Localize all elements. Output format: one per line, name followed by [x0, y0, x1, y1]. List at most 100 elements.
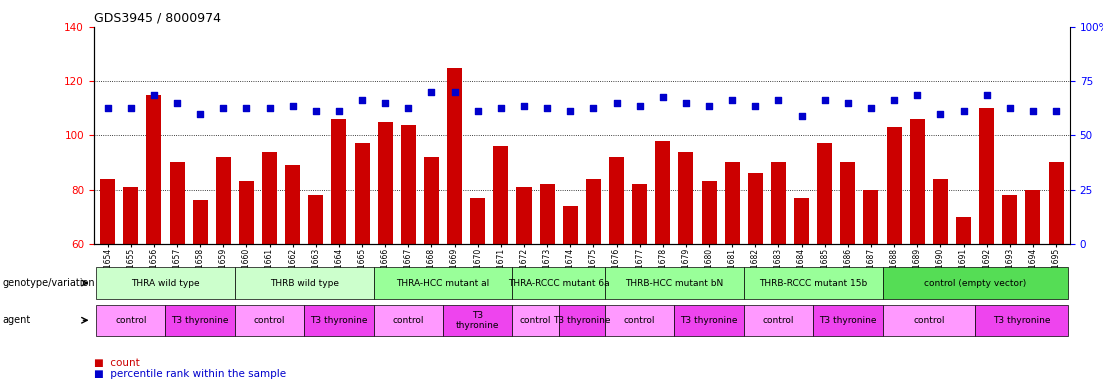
- Point: [168, 100, 185, 106]
- Bar: [864, 190, 878, 244]
- Text: THRA wild type: THRA wild type: [131, 278, 200, 288]
- Point: [492, 105, 510, 111]
- Point: [330, 108, 347, 114]
- Text: T3 thyronine: T3 thyronine: [553, 316, 611, 325]
- Point: [422, 89, 440, 95]
- Point: [700, 103, 718, 109]
- Bar: [493, 146, 508, 244]
- Text: THRB-RCCC mutant 15b: THRB-RCCC mutant 15b: [759, 278, 867, 288]
- Point: [816, 97, 834, 103]
- Point: [608, 100, 625, 106]
- Bar: [516, 187, 532, 244]
- Bar: [702, 182, 717, 244]
- Bar: [563, 206, 578, 244]
- Point: [214, 105, 232, 111]
- Text: control: control: [913, 316, 944, 325]
- Text: T3 thyronine: T3 thyronine: [681, 316, 738, 325]
- Bar: [910, 119, 924, 244]
- Bar: [748, 173, 763, 244]
- Bar: [124, 187, 138, 244]
- Point: [237, 105, 255, 111]
- Bar: [887, 127, 901, 244]
- Bar: [678, 152, 694, 244]
- Point: [469, 108, 486, 114]
- Bar: [1003, 195, 1017, 244]
- Bar: [1049, 162, 1063, 244]
- Text: T3 thyronine: T3 thyronine: [993, 316, 1050, 325]
- Text: THRB wild type: THRB wild type: [270, 278, 339, 288]
- Point: [654, 94, 672, 101]
- Bar: [794, 198, 810, 244]
- Bar: [309, 195, 323, 244]
- Bar: [377, 122, 393, 244]
- Point: [399, 105, 417, 111]
- Point: [191, 111, 208, 117]
- Text: ■  count: ■ count: [94, 358, 139, 368]
- Bar: [539, 184, 555, 244]
- Point: [747, 103, 764, 109]
- Bar: [263, 152, 277, 244]
- Point: [99, 105, 117, 111]
- Bar: [933, 179, 947, 244]
- Point: [122, 105, 140, 111]
- Bar: [170, 162, 184, 244]
- Bar: [840, 162, 855, 244]
- Point: [955, 108, 973, 114]
- Text: THRA-RCCC mutant 6a: THRA-RCCC mutant 6a: [507, 278, 610, 288]
- Point: [1024, 108, 1041, 114]
- Text: GDS3945 / 8000974: GDS3945 / 8000974: [94, 11, 221, 24]
- Text: THRB-HCC mutant bN: THRB-HCC mutant bN: [625, 278, 724, 288]
- Text: T3 thyronine: T3 thyronine: [820, 316, 877, 325]
- Text: genotype/variation: genotype/variation: [2, 278, 95, 288]
- Point: [1000, 105, 1018, 111]
- Bar: [147, 95, 161, 244]
- Point: [909, 92, 927, 98]
- Bar: [655, 141, 671, 244]
- Point: [677, 100, 695, 106]
- Point: [260, 105, 278, 111]
- Point: [978, 92, 996, 98]
- Bar: [817, 144, 833, 244]
- Point: [146, 92, 163, 98]
- Bar: [771, 162, 786, 244]
- Point: [353, 97, 371, 103]
- Bar: [331, 119, 346, 244]
- Point: [307, 108, 324, 114]
- Text: control: control: [393, 316, 424, 325]
- Point: [863, 105, 880, 111]
- Bar: [979, 108, 994, 244]
- Point: [770, 97, 788, 103]
- Point: [376, 100, 394, 106]
- Text: T3 thyronine: T3 thyronine: [171, 316, 229, 325]
- Point: [793, 113, 811, 119]
- Point: [538, 105, 556, 111]
- Bar: [193, 200, 207, 244]
- Text: agent: agent: [2, 315, 31, 325]
- Bar: [354, 144, 370, 244]
- Bar: [239, 182, 254, 244]
- Bar: [470, 198, 485, 244]
- Point: [1047, 108, 1064, 114]
- Text: control: control: [115, 316, 147, 325]
- Bar: [447, 68, 462, 244]
- Text: control: control: [624, 316, 655, 325]
- Bar: [956, 217, 971, 244]
- Bar: [586, 179, 601, 244]
- Bar: [286, 165, 300, 244]
- Point: [839, 100, 857, 106]
- Point: [515, 103, 533, 109]
- Point: [631, 103, 649, 109]
- Bar: [424, 157, 439, 244]
- Text: control: control: [254, 316, 286, 325]
- Point: [724, 97, 741, 103]
- Bar: [632, 184, 647, 244]
- Bar: [1026, 190, 1040, 244]
- Point: [585, 105, 602, 111]
- Point: [886, 97, 903, 103]
- Text: ■  percentile rank within the sample: ■ percentile rank within the sample: [94, 369, 286, 379]
- Text: T3 thyronine: T3 thyronine: [310, 316, 367, 325]
- Bar: [100, 179, 115, 244]
- Bar: [609, 157, 624, 244]
- Bar: [216, 157, 231, 244]
- Text: THRA-HCC mutant al: THRA-HCC mutant al: [396, 278, 490, 288]
